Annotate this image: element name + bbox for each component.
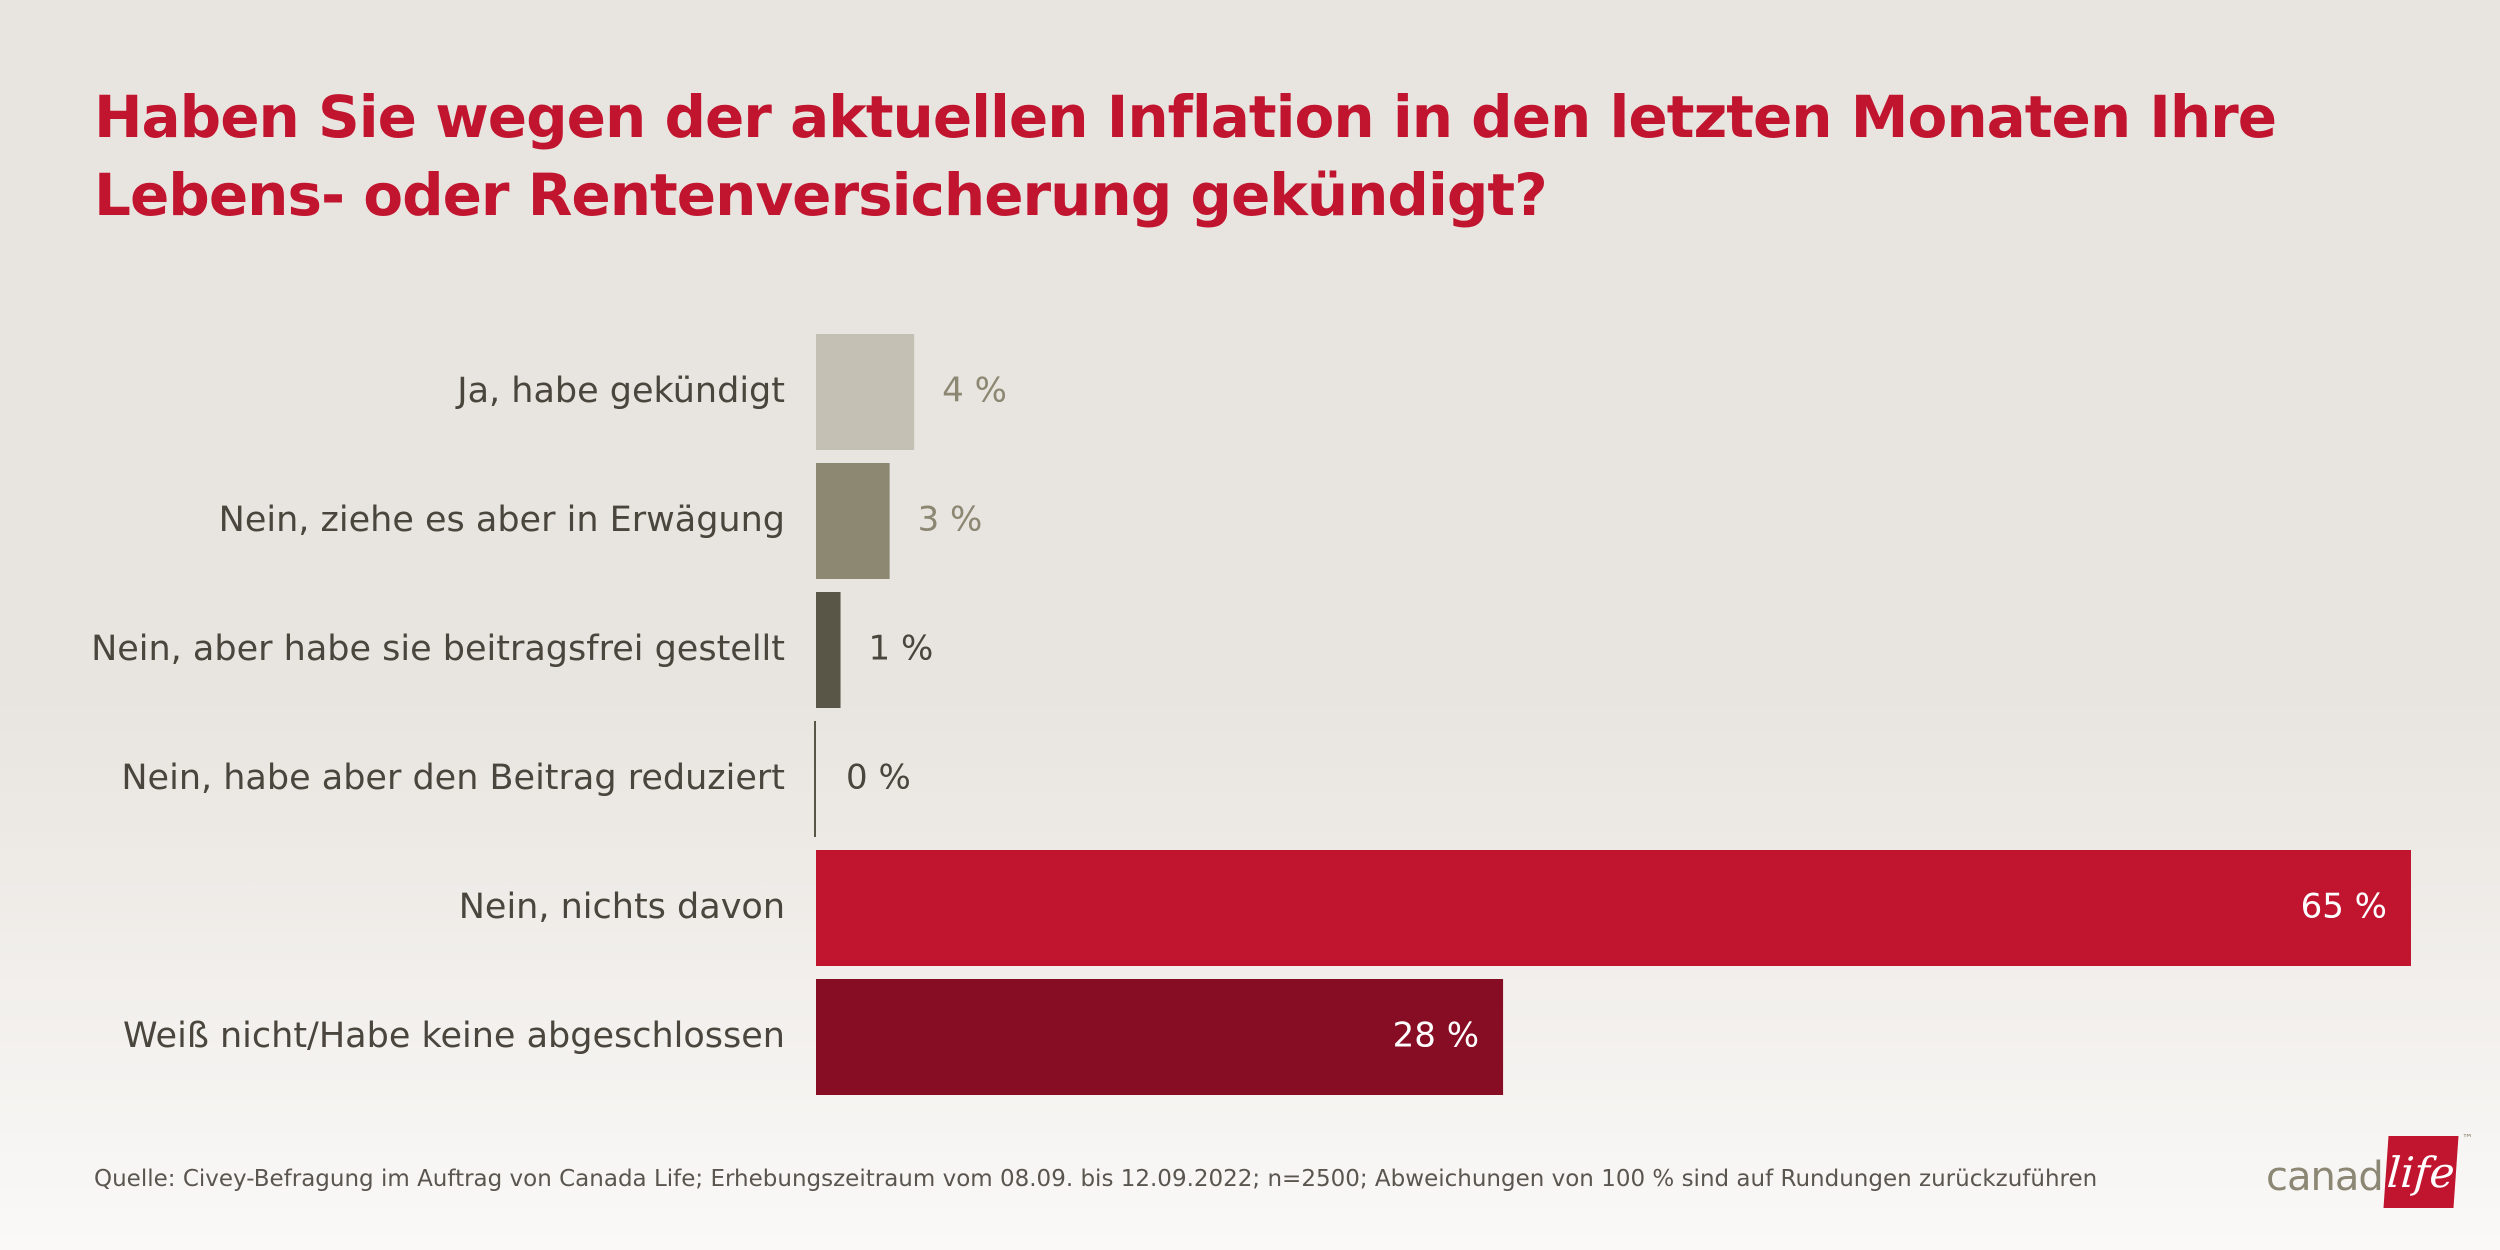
value-label: 4 %: [942, 371, 1007, 411]
value-label: 65 %: [2301, 887, 2387, 927]
trademark-symbol: ™: [2462, 1132, 2473, 1145]
chart-title: Haben Sie wegen der aktuellen Inflation …: [94, 78, 2294, 234]
category-label: Nein, nichts davon: [459, 887, 785, 927]
bar: [816, 850, 2411, 966]
value-label: 28 %: [1393, 1016, 1479, 1056]
bar: [814, 721, 816, 837]
bar-chart: Ja, habe gekündigt 4 % Nein, ziehe es aber…: [91, 334, 2411, 1095]
category-label: Nein, habe aber den Beitrag reduziert: [121, 758, 785, 798]
bar: [816, 334, 915, 450]
category-label: Nein, aber habe sie beitragsfrei gestell…: [91, 629, 785, 669]
category-label: Weiß nicht/Habe keine abgeschlossen: [123, 1016, 785, 1056]
bar: [816, 463, 890, 579]
bar: [816, 979, 1504, 1095]
canada-life-logo: canada life ™: [2266, 1132, 2476, 1212]
logo-badge-text: life: [2385, 1147, 2457, 1197]
category-label: Ja, habe gekündigt: [455, 371, 785, 411]
chart-title-line-1: Haben Sie wegen der aktuellen Inflation …: [94, 83, 2277, 151]
chart-title-line-2: Lebens- oder Rentenversicherung gekündig…: [94, 161, 1548, 229]
category-label: Nein, ziehe es aber in Erwägung: [219, 500, 785, 540]
source-note: Quelle: Civey-Befragung im Auftrag von C…: [94, 1166, 2098, 1192]
bar: [816, 592, 841, 708]
logo-badge: life: [2383, 1136, 2459, 1208]
value-label: 3 %: [918, 500, 983, 540]
value-label: 1 %: [869, 629, 934, 669]
value-label: 0 %: [846, 758, 911, 798]
